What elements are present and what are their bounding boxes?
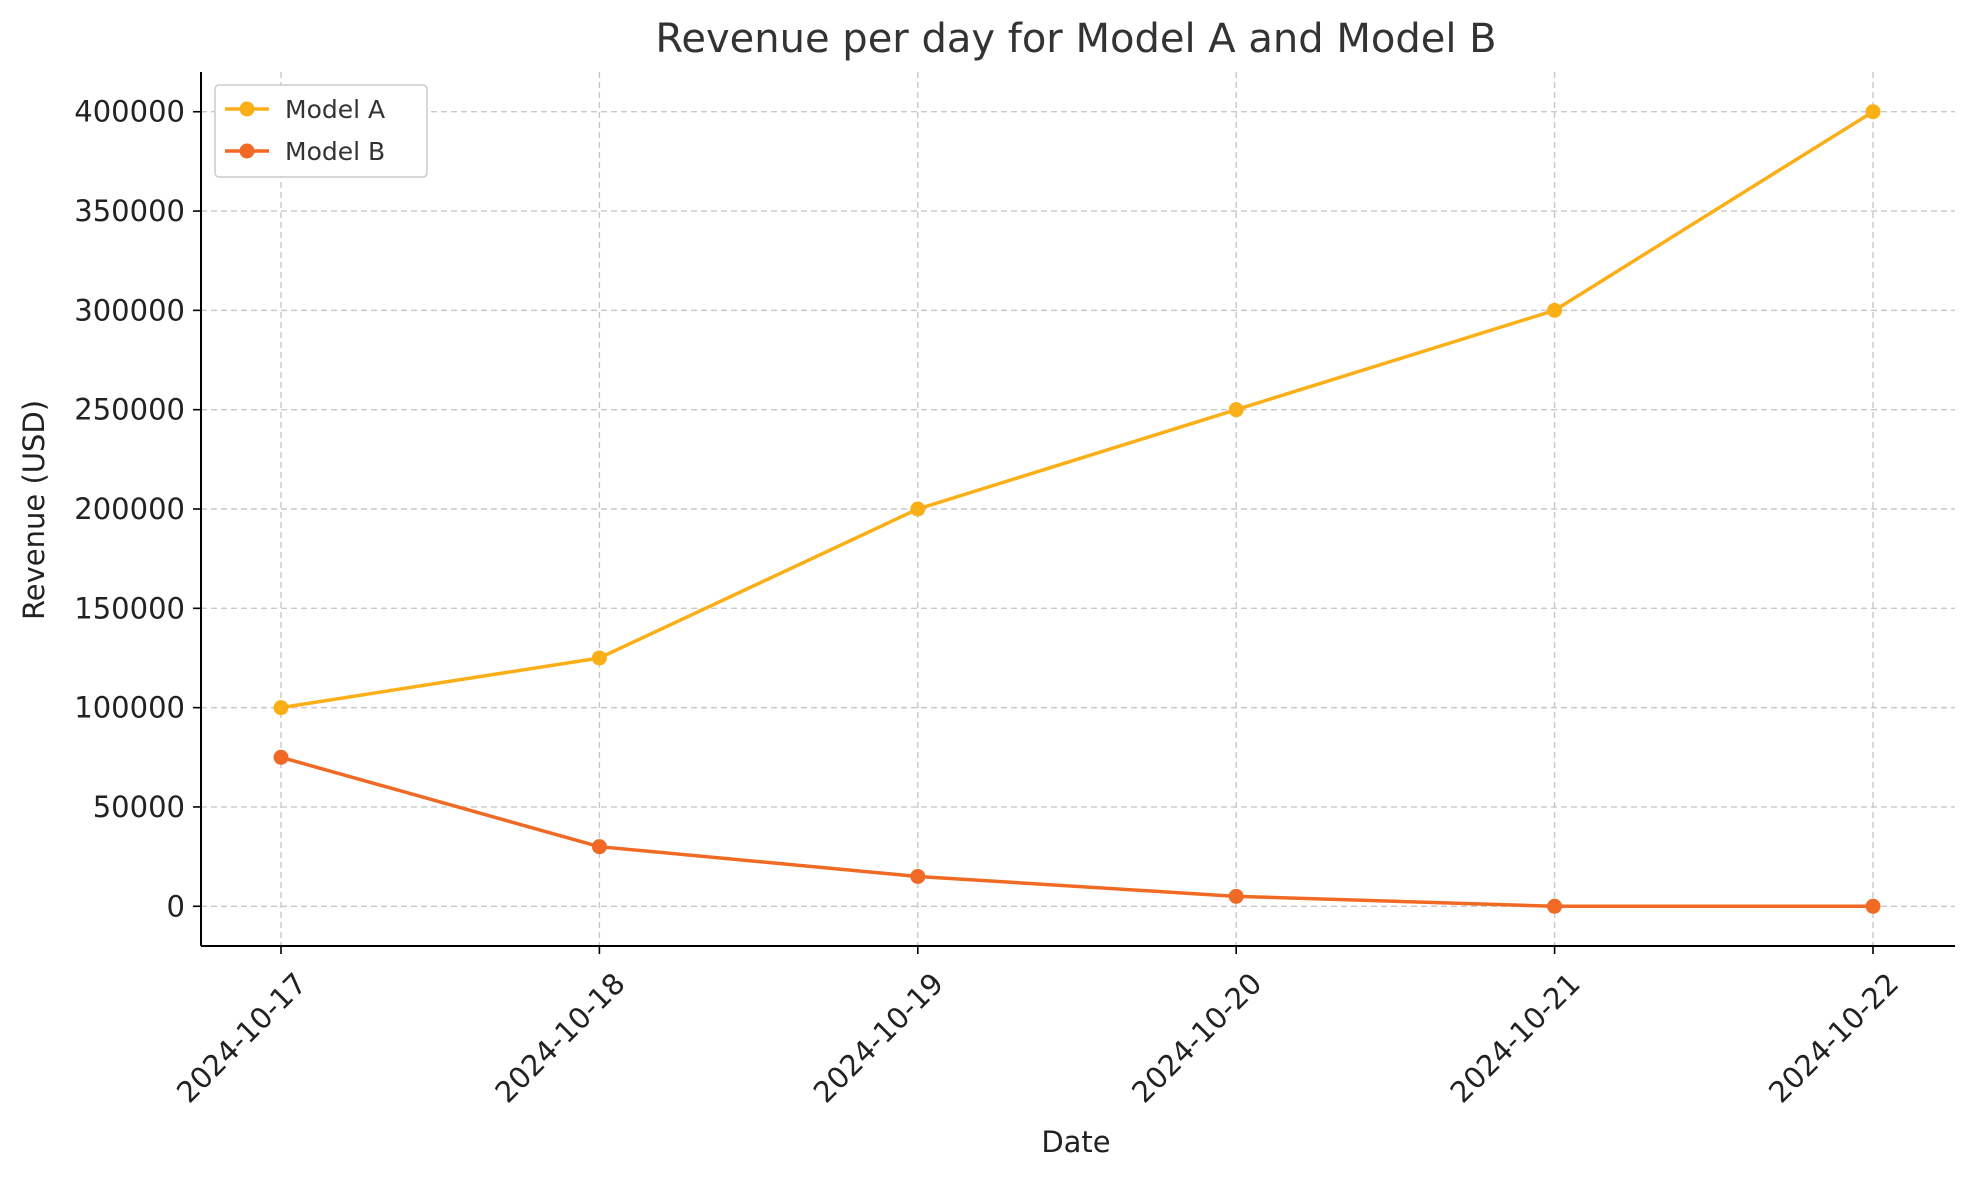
x-tick-label: 2024-10-20	[1125, 966, 1268, 1109]
data-point	[273, 700, 289, 716]
legend-label: Model A	[285, 95, 385, 124]
legend-marker	[239, 143, 255, 159]
series-model-b	[273, 749, 1881, 914]
data-point	[1865, 104, 1881, 120]
legend-item: Model A	[225, 95, 385, 124]
legend-item: Model B	[225, 137, 385, 166]
series-line	[280, 755, 1873, 909]
data-point	[1547, 302, 1563, 318]
x-tick-label: 2024-10-18	[488, 966, 631, 1109]
y-tick-label: 300000	[74, 293, 185, 327]
y-tick-label: 50000	[93, 790, 185, 824]
legend: Model A Model B	[214, 84, 428, 178]
x-axis-ticks: 2024-10-17 2024-10-18 2024-10-19 2024-10-20…	[170, 946, 1905, 1109]
y-tick-label: 350000	[74, 194, 185, 228]
chart-title: Revenue per day for Model A and Model B	[655, 16, 1496, 62]
data-point	[910, 501, 926, 517]
y-tick-label: 150000	[74, 591, 185, 625]
y-axis-label: Revenue (USD)	[17, 400, 51, 620]
x-axis-label: Date	[1041, 1125, 1110, 1159]
data-series	[273, 104, 1881, 914]
y-tick-label: 0	[167, 889, 185, 923]
grid-lines	[201, 72, 1955, 946]
y-tick-label: 100000	[74, 691, 185, 725]
x-tick-label: 2024-10-19	[807, 966, 950, 1109]
series-model-a	[273, 104, 1881, 716]
data-point	[910, 868, 926, 884]
data-point	[1228, 888, 1244, 904]
x-tick-label: 2024-10-21	[1444, 966, 1587, 1109]
x-tick-label: 2024-10-17	[170, 966, 313, 1109]
x-tick-label: 2024-10-22	[1762, 966, 1905, 1109]
legend-marker	[239, 101, 255, 117]
data-point	[591, 650, 607, 666]
legend-label: Model B	[285, 137, 385, 166]
y-tick-label: 400000	[74, 95, 185, 129]
y-axis-ticks: 0 50000 100000 150000 200000 250000 300000 3500…	[74, 95, 201, 923]
data-point	[1228, 402, 1244, 418]
data-point	[273, 749, 289, 765]
data-point	[1547, 898, 1563, 914]
y-tick-label: 250000	[74, 393, 185, 427]
y-tick-label: 200000	[74, 492, 185, 526]
data-point	[591, 839, 607, 855]
data-point	[1865, 898, 1881, 914]
series-line	[280, 110, 1874, 710]
